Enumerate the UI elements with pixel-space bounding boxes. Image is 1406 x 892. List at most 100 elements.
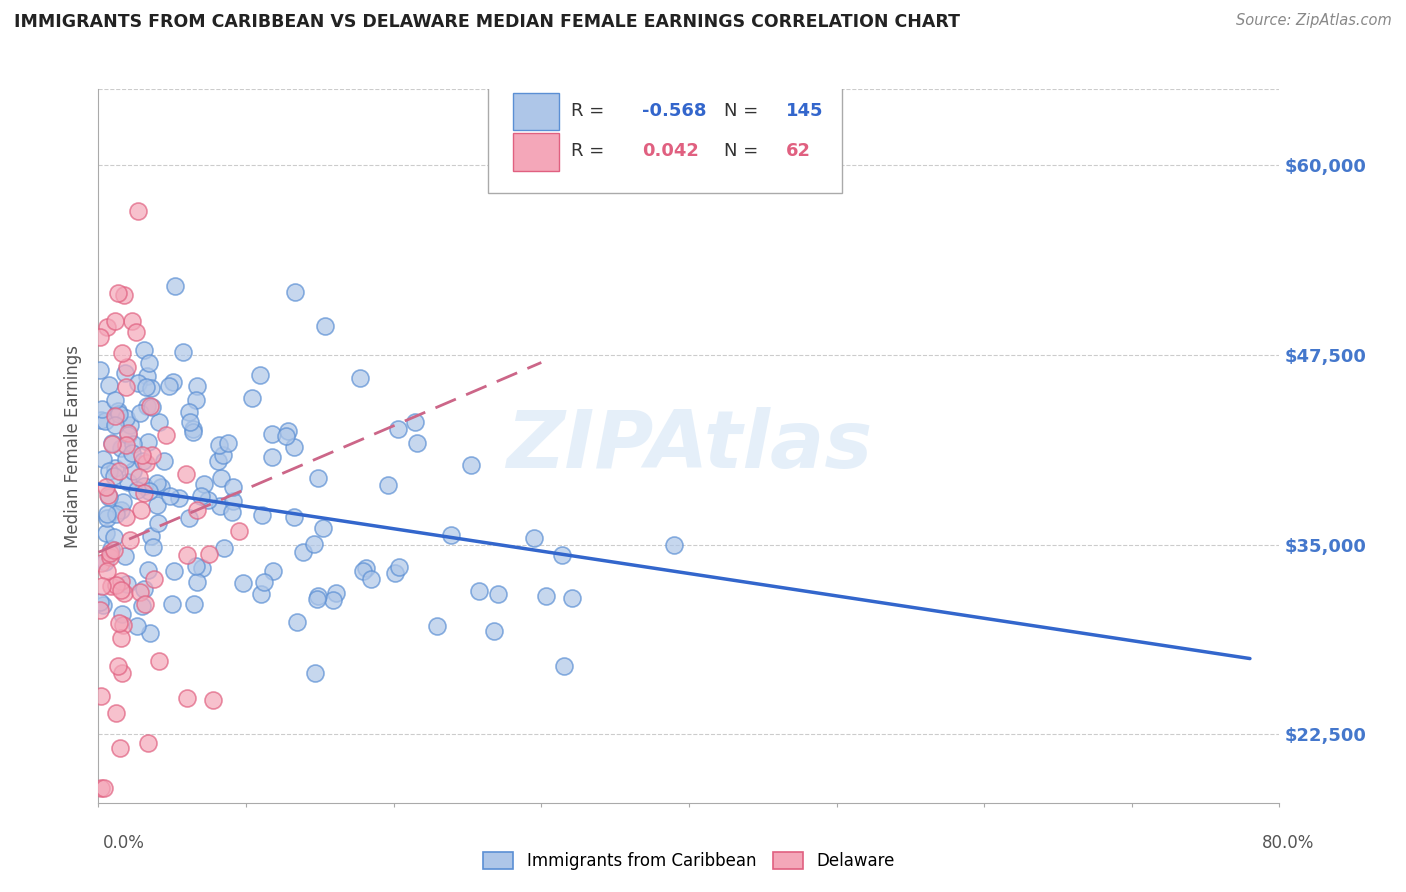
Point [115,360,138,375]
Text: R =: R = [571,143,605,161]
Point [228,524,250,539]
Point [111,666,134,681]
Point [134,597,156,611]
Point [127,204,149,219]
Point [89,363,111,377]
Point [135,368,157,383]
Point [304,666,326,681]
Point [131,448,153,462]
Point [190,489,212,503]
Point [186,575,208,590]
Point [314,319,336,334]
Point [250,587,273,601]
Point [138,399,160,413]
Point [114,549,136,563]
Point [349,371,371,385]
Point [222,480,245,494]
Point [132,485,155,500]
Point [183,597,205,611]
Point [174,467,197,481]
Point [322,592,344,607]
Point [146,475,169,490]
Point [115,452,138,467]
Point [179,415,201,429]
Point [148,655,170,669]
Point [115,380,138,394]
Point [93,414,115,428]
Point [664,538,686,552]
Point [193,477,215,491]
Point [90,413,112,427]
Point [208,499,231,513]
Point [159,489,181,503]
Point [110,574,132,589]
Point [104,460,127,475]
Point [468,584,491,599]
Point [284,285,307,299]
Point [134,479,156,493]
Point [260,427,283,442]
Point [100,578,122,592]
Point [125,483,148,498]
Point [104,392,127,407]
Point [135,380,157,394]
Point [121,314,143,328]
Point [134,343,156,357]
Point [177,404,200,418]
Point [482,624,505,638]
Point [184,393,207,408]
Point [157,378,180,392]
Point [440,528,463,542]
Point [107,658,129,673]
Point [283,509,305,524]
Point [110,441,132,455]
Point [89,595,111,609]
Point [103,530,125,544]
Point [277,424,299,438]
Point [377,478,399,492]
Text: 80.0%: 80.0% [1263,834,1315,852]
Point [162,376,184,390]
Point [388,560,411,574]
Point [112,586,135,600]
Point [103,542,125,557]
Point [143,572,166,586]
Point [110,631,132,645]
Point [197,492,219,507]
Point [249,368,271,382]
Point [262,564,284,578]
Point [404,415,426,429]
Point [141,400,163,414]
Point [97,488,120,502]
Point [107,407,129,421]
Point [96,565,118,579]
Point [132,453,155,467]
Point [176,690,198,705]
Point [114,509,136,524]
Point [96,507,118,521]
Point [232,576,254,591]
Point [523,531,546,545]
Point [307,589,329,603]
Point [136,736,159,750]
Point [96,526,118,541]
Point [222,494,245,508]
Point [100,541,122,556]
Point [208,438,231,452]
Point [117,576,139,591]
Point [186,503,208,517]
Point [165,279,187,293]
Point [354,561,377,575]
Point [90,556,112,570]
Point [93,780,115,795]
Point [149,480,172,494]
Point [98,549,121,564]
FancyBboxPatch shape [488,75,842,193]
Point [125,618,148,632]
Text: N =: N = [724,102,759,120]
Point [184,559,207,574]
Point [207,454,229,468]
Point [139,381,162,395]
Point [312,521,335,535]
Point [212,541,235,556]
